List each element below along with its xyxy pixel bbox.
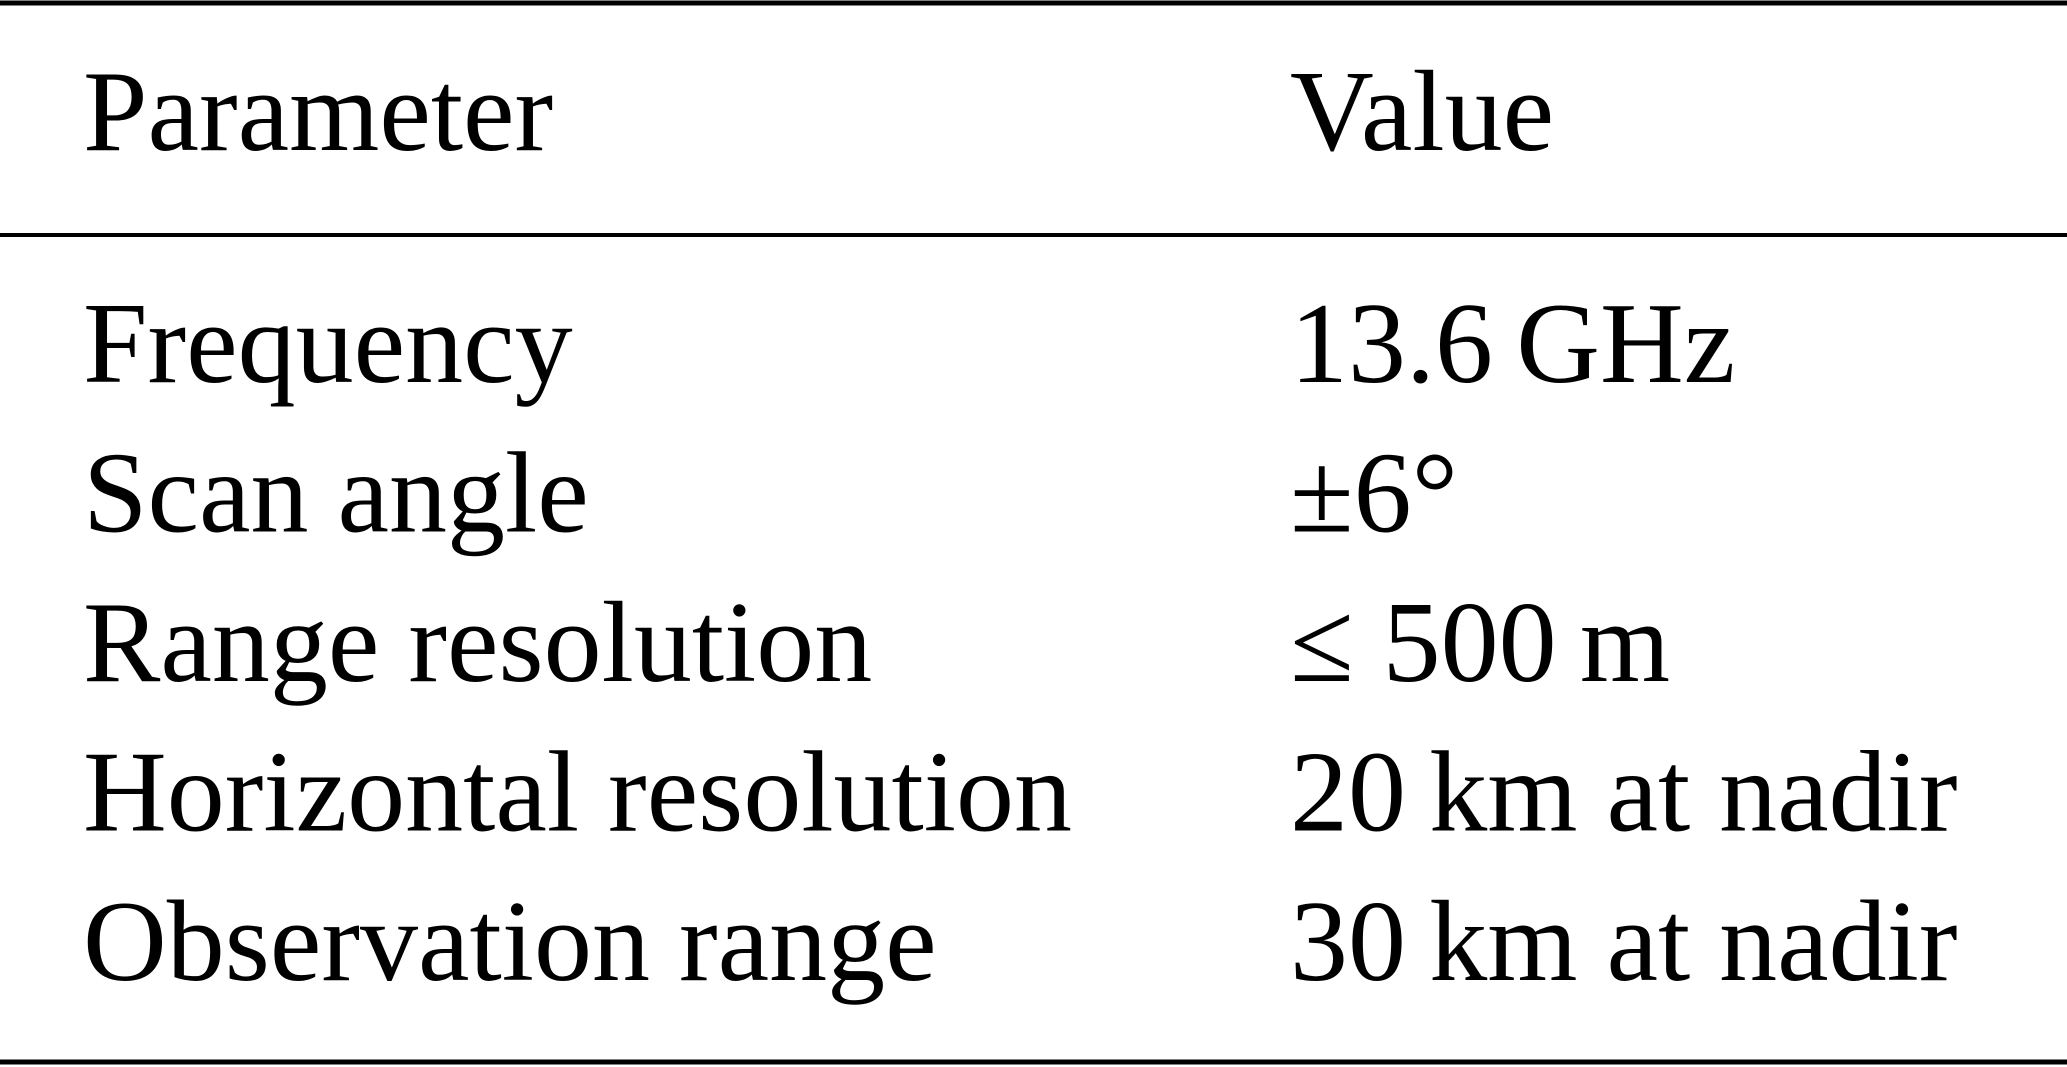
parameter-cell: Observation range bbox=[83, 878, 937, 1006]
header-cell: Value bbox=[1290, 48, 1554, 176]
value-cell: ±6° bbox=[1290, 430, 1458, 558]
value-cell: 20 km at nadir bbox=[1290, 729, 1958, 857]
parameter-cell: Scan angle bbox=[83, 430, 589, 558]
header-cell: Parameter bbox=[83, 48, 553, 176]
value-cell: ≤ 500 m bbox=[1290, 579, 1670, 707]
value-cell: 30 km at nadir bbox=[1290, 878, 1958, 1006]
parameter-cell: Frequency bbox=[83, 280, 573, 408]
value-cell: 13.6 GHz bbox=[1290, 280, 1735, 408]
parameter-cell: Range resolution bbox=[83, 579, 872, 707]
parameter-cell: Horizontal resolution bbox=[83, 729, 1072, 857]
